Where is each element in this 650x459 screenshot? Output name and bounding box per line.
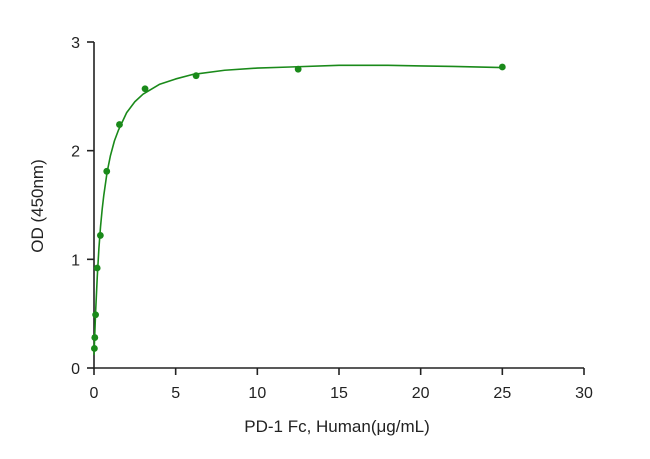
y-tick-label-2: 2 bbox=[71, 144, 80, 161]
x-tick-label-25: 25 bbox=[493, 385, 511, 402]
data-point-0-2 bbox=[92, 311, 100, 319]
data-point-0-9 bbox=[294, 65, 302, 73]
data-point-0-8 bbox=[192, 72, 200, 80]
x-tick-label-15: 15 bbox=[330, 385, 348, 402]
x-tick-label-5: 5 bbox=[171, 385, 180, 402]
x-axis-title: PD-1 Fc, Human(μg/mL) bbox=[244, 417, 430, 436]
y-tick-label-3: 3 bbox=[71, 35, 80, 52]
fit-curve bbox=[93, 64, 503, 355]
data-point-0-3 bbox=[93, 264, 101, 272]
x-tick-label-30: 30 bbox=[575, 385, 593, 402]
data-point-0-4 bbox=[96, 232, 104, 239]
data-point-0-0 bbox=[90, 345, 98, 352]
data-point-0-7 bbox=[141, 85, 149, 93]
y-axis-title: OD (450nm) bbox=[28, 159, 47, 253]
x-tick-label-0: 0 bbox=[90, 385, 99, 402]
y-tick-label-1: 1 bbox=[71, 252, 80, 269]
data-points-layer bbox=[90, 63, 506, 352]
data-point-0-6 bbox=[116, 121, 123, 128]
y-tick-label-0: 0 bbox=[71, 361, 80, 378]
tick-labels: 0 5 10 15 20 25 30 0 1 2 3 bbox=[71, 35, 593, 402]
data-point-0-5 bbox=[103, 167, 111, 175]
data-point-0-1 bbox=[91, 334, 99, 341]
axes bbox=[87, 41, 585, 375]
fit-curve-layer bbox=[93, 64, 503, 355]
data-point-0-10 bbox=[498, 63, 506, 71]
x-tick-label-10: 10 bbox=[248, 385, 266, 402]
x-tick-label-20: 20 bbox=[412, 385, 430, 402]
